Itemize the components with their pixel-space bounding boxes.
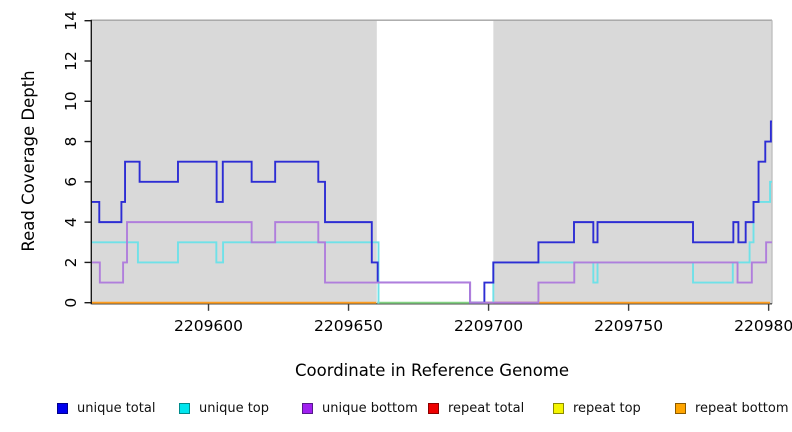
legend-label: repeat top — [573, 400, 641, 416]
y-tick-label: 2 — [62, 257, 80, 267]
legend-item-unique-top: unique top — [179, 399, 269, 417]
x-tick-label: 2209750 — [594, 317, 663, 335]
x-tick-label: 2209600 — [174, 317, 243, 335]
y-tick-label: 0 — [62, 298, 80, 308]
legend-item-repeat-total: repeat total — [428, 399, 524, 417]
x-tick-label: 2209650 — [314, 317, 383, 335]
legend-swatch-repeat-bottom — [675, 402, 686, 414]
legend-item-repeat-top: repeat top — [553, 399, 641, 417]
y-tick-label: 6 — [62, 177, 80, 187]
series-line-unique-bottom — [92, 221, 772, 304]
legend-label: unique top — [199, 400, 270, 416]
legend-swatch-unique-top — [179, 402, 190, 414]
legend-label: unique total — [77, 400, 156, 416]
y-axis-title: Read Coverage Depth — [19, 70, 38, 251]
legend-swatch-repeat-top — [553, 402, 564, 414]
legend-item-unique-total: unique total — [57, 399, 155, 417]
legend-label: repeat bottom — [695, 400, 789, 416]
legend-item-repeat-bottom: repeat bottom — [675, 399, 789, 417]
legend-swatch-unique-total — [57, 402, 68, 414]
y-tick-label: 14 — [62, 11, 80, 31]
y-tick-label: 8 — [62, 137, 80, 147]
y-tick-label: 10 — [62, 91, 80, 111]
legend-label: repeat total — [448, 400, 525, 416]
legend-label: unique bottom — [322, 400, 418, 416]
legend-item-unique-bottom: unique bottom — [302, 399, 418, 417]
series-line-unique-top — [92, 241, 380, 304]
y-tick-label: 12 — [62, 51, 80, 71]
x-axis-title: Coordinate in Reference Genome — [295, 361, 569, 380]
x-tick-label: 2209700 — [454, 317, 523, 335]
legend-swatch-repeat-total — [428, 402, 439, 414]
chart-legend: unique total unique top unique bottom re… — [0, 399, 792, 421]
shaded-region — [493, 20, 772, 304]
y-tick-label: 4 — [62, 217, 80, 227]
legend-swatch-unique-bottom — [302, 402, 313, 414]
